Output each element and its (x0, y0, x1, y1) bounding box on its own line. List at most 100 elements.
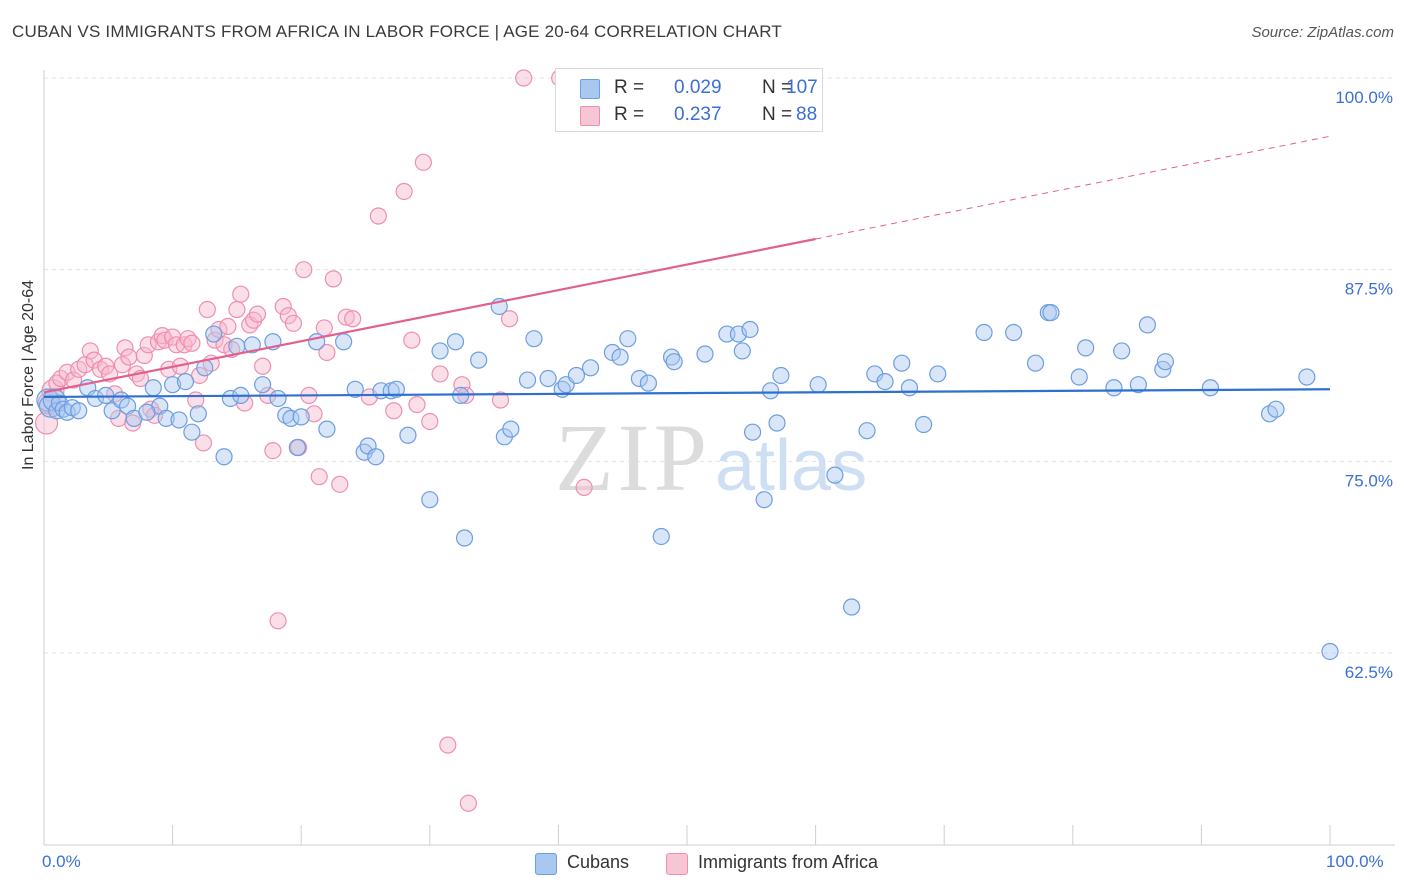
africa-point (459, 794, 477, 812)
legend-n-label: N = (762, 104, 793, 125)
y-axis-label: In Labor Force | Age 20-64 (20, 279, 37, 470)
africa-point (515, 69, 533, 87)
cubans-point (1156, 353, 1174, 371)
cubans-point (288, 438, 306, 457)
cubans-point (652, 527, 670, 546)
africa-point (116, 339, 134, 357)
africa-point (403, 331, 421, 349)
cubans-point (525, 330, 543, 348)
africa-point (52, 369, 70, 388)
cubans-point (144, 379, 162, 397)
africa-point (120, 348, 138, 366)
africa-point (344, 310, 362, 328)
africa-point (324, 270, 342, 288)
africa-point (210, 320, 228, 339)
cubans-point (1026, 354, 1045, 372)
cubans-point (243, 336, 261, 354)
cubans-point (215, 448, 233, 466)
cubans-point (367, 448, 385, 466)
africa-point (228, 300, 246, 319)
cubans-point (826, 466, 844, 484)
cubans-point (1070, 368, 1088, 386)
cubans-point (539, 369, 557, 388)
africa-trend-extension (815, 135, 1331, 240)
grid-lines (44, 77, 1395, 654)
cubans-point (809, 376, 827, 394)
cubans-point (975, 323, 993, 342)
stats-legend: R = 0.029 N = 107 R = 0.237 N = 88 (555, 68, 823, 132)
africa-trend-line (43, 237, 816, 394)
legend-swatch-pink (580, 106, 600, 126)
trend-lines (43, 135, 1331, 399)
cubans-point (915, 415, 933, 434)
africa-point (310, 468, 328, 486)
cubans-point (176, 373, 195, 391)
legend-n-label: N = (762, 77, 793, 98)
cubans-point (183, 423, 201, 441)
cubans-point (1321, 642, 1339, 661)
cubans-point (86, 389, 105, 408)
africa-swatch (666, 853, 688, 875)
africa-point (337, 308, 355, 326)
cubans-point (157, 409, 175, 427)
africa-point (183, 334, 201, 352)
y-tick-labels: 62.5% 75.0% 87.5% 100.0% (1335, 88, 1393, 682)
source-label: Source: ZipAtlas.com (1251, 24, 1394, 41)
cubans-point (269, 389, 287, 408)
africa-point (408, 396, 426, 414)
cubans-points (36, 297, 1339, 661)
africa-point (269, 612, 287, 630)
legend-r-label: R = (614, 104, 645, 125)
cubans-point (254, 376, 272, 394)
cubans-point (619, 330, 637, 348)
cubans-point (768, 414, 786, 432)
cubans-point (170, 411, 188, 429)
africa-point (81, 342, 99, 360)
cubans-point (929, 365, 947, 383)
chart-title: CUBAN VS IMMIGRANTS FROM AFRICA IN LABOR… (12, 22, 782, 41)
cubans-swatch (535, 853, 557, 875)
africa-point (254, 357, 272, 375)
cubans-point (843, 598, 861, 616)
cubans-point (318, 420, 336, 438)
cubans-point (205, 325, 223, 343)
cubans-point (876, 373, 894, 391)
cubans-point (581, 359, 600, 377)
watermark: ZIP atlas (555, 404, 867, 511)
watermark-zip: ZIP (555, 404, 711, 511)
africa-point (219, 317, 237, 335)
x-tick-label-max: 100.0% (1326, 852, 1384, 871)
cubans-point (502, 420, 520, 438)
x-tick-label-min: 0.0% (42, 852, 81, 871)
cubans-point (1267, 400, 1285, 418)
legend-r-label: R = (614, 77, 645, 98)
cubans-point (665, 353, 683, 371)
cubans-point (335, 333, 353, 351)
cubans-point (70, 402, 88, 420)
cubans-point (741, 320, 759, 339)
cubans-point (1105, 379, 1123, 397)
watermark-atlas: atlas (715, 426, 867, 506)
africa-point (305, 405, 323, 423)
africa-point (198, 300, 216, 319)
africa-point (431, 365, 449, 383)
cubans-point (387, 380, 405, 398)
africa-point (135, 346, 153, 365)
cubans-point (455, 529, 474, 547)
cubans-point (518, 371, 537, 389)
africa-point (369, 207, 387, 225)
africa-point (264, 442, 282, 460)
cubans-point (662, 348, 681, 366)
cubans-point (893, 354, 911, 372)
cubans-point (761, 382, 780, 400)
africa-point (194, 434, 213, 452)
africa-point (91, 360, 110, 378)
cubans-point (858, 422, 876, 440)
africa-point (206, 331, 224, 349)
africa-point (491, 391, 510, 409)
africa-legend-label: Immigrants from Africa (698, 852, 879, 872)
cubans-point (743, 423, 762, 441)
africa-point (284, 314, 303, 332)
africa-point (331, 475, 349, 493)
